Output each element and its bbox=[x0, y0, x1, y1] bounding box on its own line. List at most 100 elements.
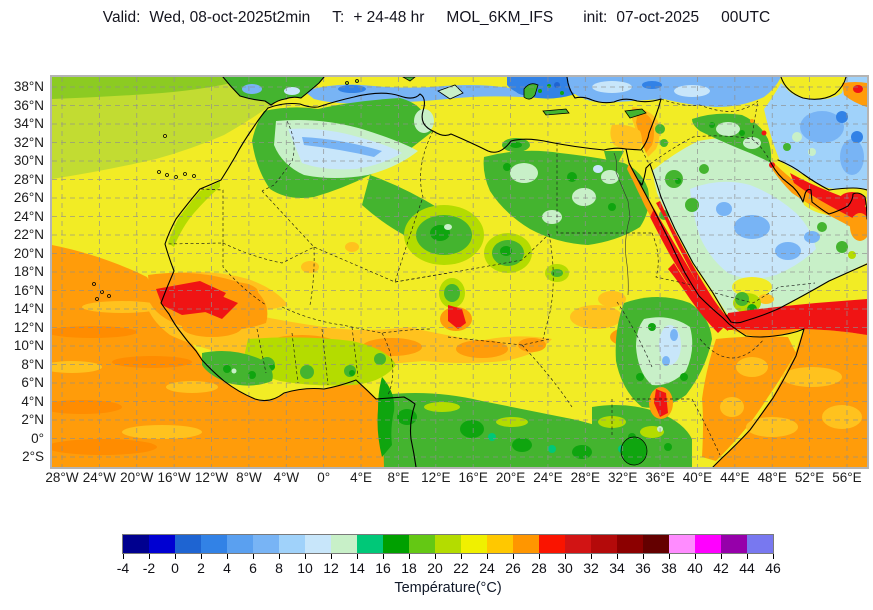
colorbar-tick bbox=[565, 554, 566, 559]
colorbar-swatch bbox=[695, 535, 721, 553]
colorbar-swatch bbox=[305, 535, 331, 553]
colorbar-swatch bbox=[123, 535, 149, 553]
lat-tick-label: 32°N bbox=[13, 134, 44, 150]
colorbar-swatch bbox=[331, 535, 357, 553]
colorbar-tick bbox=[201, 554, 202, 559]
lat-tick-label: 10°N bbox=[13, 338, 44, 353]
colorbar-tick-label: 4 bbox=[223, 560, 231, 576]
colorbar-swatch bbox=[669, 535, 695, 553]
colorbar-tick bbox=[435, 554, 436, 559]
colorbar-tick-label: 6 bbox=[249, 560, 257, 576]
map-panel bbox=[50, 75, 869, 469]
colorbar-tick-label: 36 bbox=[635, 560, 651, 576]
colorbar-tick bbox=[643, 554, 644, 559]
coastlines bbox=[160, 77, 867, 467]
lat-tick-label: 28°N bbox=[13, 171, 44, 187]
colorbar-tick-label: 18 bbox=[401, 560, 417, 576]
colorbar-tick bbox=[539, 554, 540, 559]
lead-time: + 24-48 hr bbox=[353, 9, 425, 26]
lat-tick-label: 34°N bbox=[13, 116, 44, 131]
colorbar-tick-label: 42 bbox=[713, 560, 729, 576]
colorbar-swatch bbox=[253, 535, 279, 553]
lon-tick-label: 28°W bbox=[45, 470, 79, 485]
colorbar-tick-label: -2 bbox=[142, 560, 156, 576]
lat-tick-label: 0° bbox=[31, 430, 44, 446]
valid-label: Valid: bbox=[102, 9, 141, 26]
country-borders bbox=[165, 98, 816, 456]
colorbar-tick bbox=[253, 554, 254, 559]
colorbar-swatch bbox=[565, 535, 591, 553]
colorbar-tick-label: 28 bbox=[531, 560, 547, 576]
lat-tick-label: 30°N bbox=[13, 153, 44, 168]
lon-tick-label: 0° bbox=[317, 470, 331, 485]
variable-name: t2min bbox=[272, 9, 311, 26]
colorbar-tick bbox=[227, 554, 228, 559]
plot-title: Valid: Wed, 08-oct-2025 t2min T: + 24-48… bbox=[0, 6, 873, 30]
colorbar-tick bbox=[149, 554, 150, 559]
lat-tick-label: 6°N bbox=[21, 375, 44, 390]
lon-tick-label: 52°E bbox=[794, 470, 825, 485]
colorbar-tick bbox=[123, 554, 124, 559]
colorbar-tick-label: 30 bbox=[557, 560, 573, 576]
colorbar-swatch bbox=[227, 535, 253, 553]
colorbar-tick-label: 40 bbox=[687, 560, 703, 576]
colorbar-tick bbox=[279, 554, 280, 559]
lon-tick-label: 12°E bbox=[421, 470, 451, 485]
colorbar-swatch bbox=[539, 535, 565, 553]
colorbar-tick-label: 8 bbox=[275, 560, 283, 576]
lon-tick-label: 24°W bbox=[82, 470, 116, 485]
colorbar-tick bbox=[331, 554, 332, 559]
colorbar-swatch bbox=[513, 535, 539, 553]
colorbar-tick-label: 32 bbox=[583, 560, 599, 576]
colorbar-tick-label: 16 bbox=[375, 560, 391, 576]
colorbar-swatch bbox=[721, 535, 747, 553]
temperature-map bbox=[52, 77, 867, 467]
init-date: 07-oct-2025 bbox=[616, 9, 700, 26]
colorbar-title: Température(°C) bbox=[394, 580, 502, 596]
colorbar-swatch bbox=[617, 535, 643, 553]
colorbar-tick bbox=[773, 554, 774, 559]
colorbar-tick bbox=[721, 554, 722, 559]
lon-tick-label: 12°W bbox=[194, 470, 229, 485]
colorbar-swatch bbox=[383, 535, 409, 553]
colorbar-tick bbox=[487, 554, 488, 559]
colorbar-swatch bbox=[409, 535, 435, 553]
colorbar-swatch bbox=[591, 535, 617, 553]
lat-tick-label: 26°N bbox=[13, 190, 44, 205]
colorbar-tick-label: 0 bbox=[171, 560, 179, 576]
lat-tick-label: 18°N bbox=[13, 264, 44, 279]
colorbar-tick bbox=[591, 554, 592, 559]
rivers bbox=[613, 152, 631, 296]
colorbar-tick bbox=[747, 554, 748, 559]
grid-lines bbox=[52, 77, 867, 467]
lat-tick-label: 14°N bbox=[13, 301, 44, 316]
lat-tick-label: 22°N bbox=[13, 227, 44, 242]
colorbar-tick-label: 20 bbox=[427, 560, 443, 576]
colorbar-tick bbox=[357, 554, 358, 559]
t-label: T: bbox=[332, 9, 345, 26]
lat-tick-label: 20°N bbox=[13, 245, 44, 261]
lon-tick-label: 16°W bbox=[157, 470, 191, 485]
colorbar-swatch bbox=[435, 535, 461, 553]
lat-tick-label: 2°S bbox=[22, 449, 44, 464]
model-name: MOL_6KM_IFS bbox=[446, 9, 554, 26]
colorbar-tick-label: 24 bbox=[479, 560, 495, 576]
lon-tick-label: 40°E bbox=[682, 470, 713, 485]
valid-date: Wed, 08-oct-2025 bbox=[149, 9, 273, 26]
colorbar-swatch bbox=[201, 535, 227, 553]
colorbar-tick-label: -4 bbox=[116, 560, 130, 576]
lon-tick-label: 56°E bbox=[832, 470, 862, 485]
colorbar-tick bbox=[175, 554, 176, 559]
lon-tick-label: 24°E bbox=[533, 470, 563, 485]
colorbar-swatch bbox=[461, 535, 487, 553]
colorbar-tick-label: 46 bbox=[765, 560, 781, 576]
lat-tick-label: 24°N bbox=[13, 208, 44, 224]
lat-tick-label: 8°N bbox=[21, 356, 44, 372]
init-label: init: bbox=[583, 9, 608, 26]
colorbar-tick-label: 12 bbox=[323, 560, 339, 576]
colorbar-tick bbox=[461, 554, 462, 559]
colorbar-tick-label: 26 bbox=[505, 560, 521, 576]
lat-tick-label: 36°N bbox=[13, 97, 44, 113]
lon-tick-label: 4°E bbox=[350, 470, 372, 485]
